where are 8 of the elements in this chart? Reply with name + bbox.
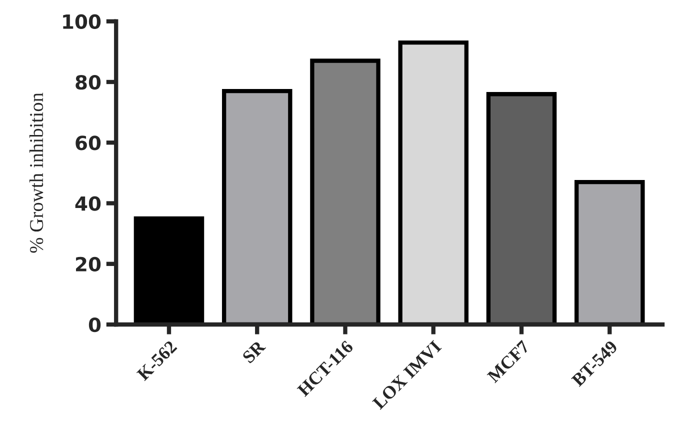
- y-tick-label: 100: [63, 14, 101, 30]
- y-tick-label: 20: [76, 256, 101, 272]
- x-tick-label: SR: [242, 339, 266, 364]
- y-tick-label: 40: [75, 196, 101, 211]
- y-axis-title: % Growth inhibition: [29, 92, 44, 253]
- y-tick-label: 0: [88, 317, 101, 332]
- y-tick-label: 60: [76, 136, 101, 150]
- y-tick-label: 80: [76, 74, 101, 90]
